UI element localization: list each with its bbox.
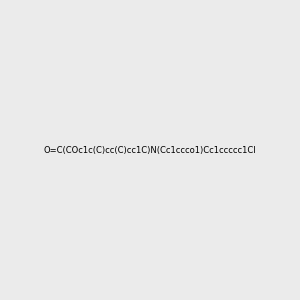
Text: O=C(COc1c(C)cc(C)cc1C)N(Cc1ccco1)Cc1ccccc1Cl: O=C(COc1c(C)cc(C)cc1C)N(Cc1ccco1)Cc1cccc… xyxy=(44,146,256,154)
